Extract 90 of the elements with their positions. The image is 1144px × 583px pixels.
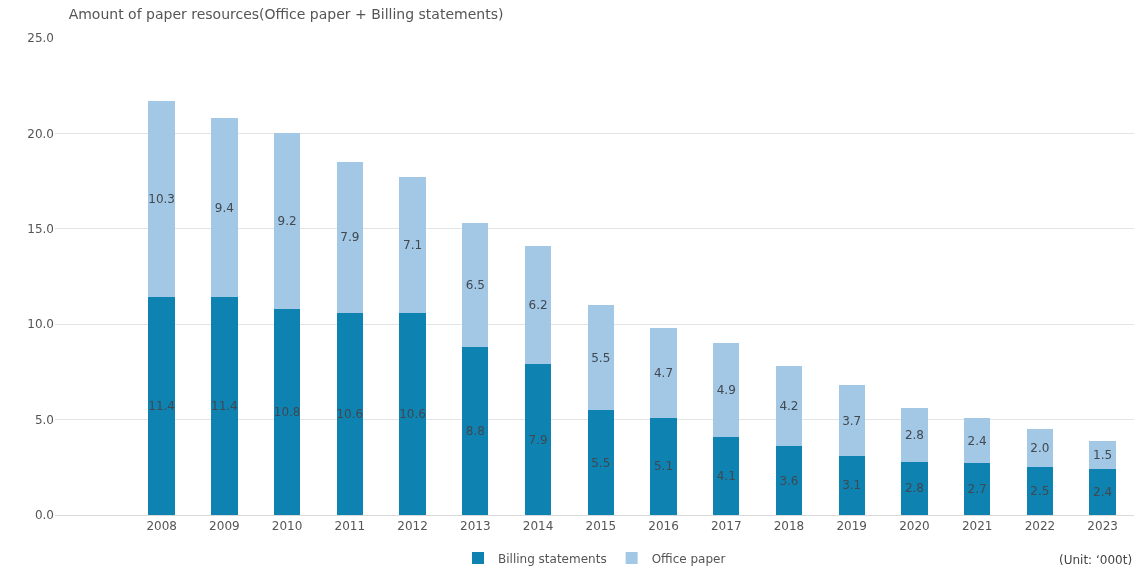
x-tick-label: 2021 — [961, 519, 993, 534]
bar — [336, 312, 364, 515]
x-tick-label: 2018 — [773, 519, 805, 534]
data-label: 5.5 — [591, 350, 611, 365]
bar — [963, 417, 991, 464]
data-label: 2.8 — [904, 427, 924, 442]
bar — [650, 417, 677, 515]
bar — [1026, 467, 1054, 515]
bar — [462, 223, 489, 348]
x-tick-label: 2013 — [460, 519, 491, 534]
data-label: 2.7 — [967, 482, 987, 497]
bar — [399, 177, 426, 313]
y-tick-label: 15.0 — [27, 222, 54, 236]
data-label: 4.9 — [716, 383, 736, 398]
x-tick-label: 2023 — [1087, 519, 1118, 534]
data-label: 4.7 — [653, 365, 674, 380]
data-label: 4.2 — [779, 399, 799, 414]
data-label: 3.1 — [842, 478, 862, 493]
bar — [524, 245, 552, 365]
bar — [1026, 429, 1054, 468]
legend-label: Billing statements — [498, 551, 607, 566]
data-label: 7.9 — [528, 432, 548, 447]
data-label: 2.5 — [1030, 484, 1050, 499]
y-tick-label: 20.0 — [27, 126, 54, 141]
data-label: 6.5 — [465, 278, 485, 293]
x-tick-label: 2020 — [899, 519, 930, 534]
x-tick-label: 2019 — [836, 519, 867, 534]
data-label: 9.4 — [214, 200, 234, 215]
bar — [963, 463, 991, 515]
bar — [838, 385, 865, 456]
x-tick-label: 2015 — [585, 519, 617, 534]
bar — [211, 297, 238, 515]
bar — [650, 328, 677, 418]
y-tick-label: 0.0 — [34, 508, 54, 523]
x-tick-label: 2012 — [397, 519, 428, 534]
bar — [1089, 440, 1116, 470]
bar — [524, 364, 552, 515]
x-tick-label: 2010 — [271, 519, 303, 534]
data-label: 7.1 — [403, 238, 423, 253]
bar — [587, 305, 614, 411]
y-tick-label: 5.0 — [34, 412, 54, 427]
data-label: 5.5 — [591, 455, 611, 470]
bar — [838, 455, 865, 515]
x-tick-label: 2022 — [1024, 519, 1056, 534]
bar — [273, 133, 301, 309]
chart-title: Amount of paper resources(Office paper + Billing statements) — [68, 5, 504, 22]
data-label: 2.0 — [1030, 441, 1050, 456]
data-label: 1.5 — [1093, 447, 1113, 462]
bar — [273, 308, 301, 515]
bar — [587, 410, 614, 515]
data-label: 2.8 — [904, 481, 924, 496]
data-label: 10.3 — [148, 192, 175, 207]
y-tick-label: 25.0 — [27, 31, 54, 46]
data-label: 11.4 — [148, 399, 175, 414]
bar — [148, 297, 175, 515]
data-label: 9.2 — [277, 214, 297, 229]
bar — [901, 461, 928, 515]
x-tick-label: 2009 — [209, 519, 240, 534]
x-tick-label: 2016 — [648, 519, 679, 534]
bar — [775, 366, 803, 447]
bar — [211, 118, 238, 298]
x-tick-label: 2011 — [334, 519, 366, 534]
bar — [1089, 469, 1116, 515]
data-label: 10.8 — [273, 404, 301, 419]
data-label: 3.6 — [779, 473, 799, 488]
bar — [148, 100, 175, 298]
x-tick-label: 2017 — [710, 519, 742, 534]
data-label: 2.4 — [1093, 485, 1113, 500]
bar — [713, 343, 740, 437]
data-label: 8.8 — [465, 424, 485, 439]
data-label: 10.6 — [399, 406, 426, 421]
data-label: 3.7 — [842, 413, 862, 428]
y-tick-label: 10.0 — [27, 317, 54, 332]
data-label: 6.2 — [528, 298, 548, 313]
bar — [462, 347, 489, 515]
data-label: 10.6 — [336, 406, 364, 421]
bar — [775, 446, 803, 515]
data-label: 7.9 — [340, 230, 360, 245]
text: (Unit: ‘000t) — [1059, 553, 1133, 567]
data-label: 2.4 — [967, 433, 987, 448]
x-tick-label: 2014 — [522, 519, 554, 534]
bar — [713, 436, 740, 515]
bar — [336, 162, 364, 313]
data-label: 5.1 — [653, 459, 674, 474]
legend-label: Office paper — [651, 551, 726, 566]
data-label: 11.4 — [211, 399, 238, 414]
x-tick-label: 2008 — [146, 519, 177, 534]
data-label: 4.1 — [716, 468, 736, 483]
bar — [399, 312, 426, 515]
bar — [901, 408, 928, 462]
